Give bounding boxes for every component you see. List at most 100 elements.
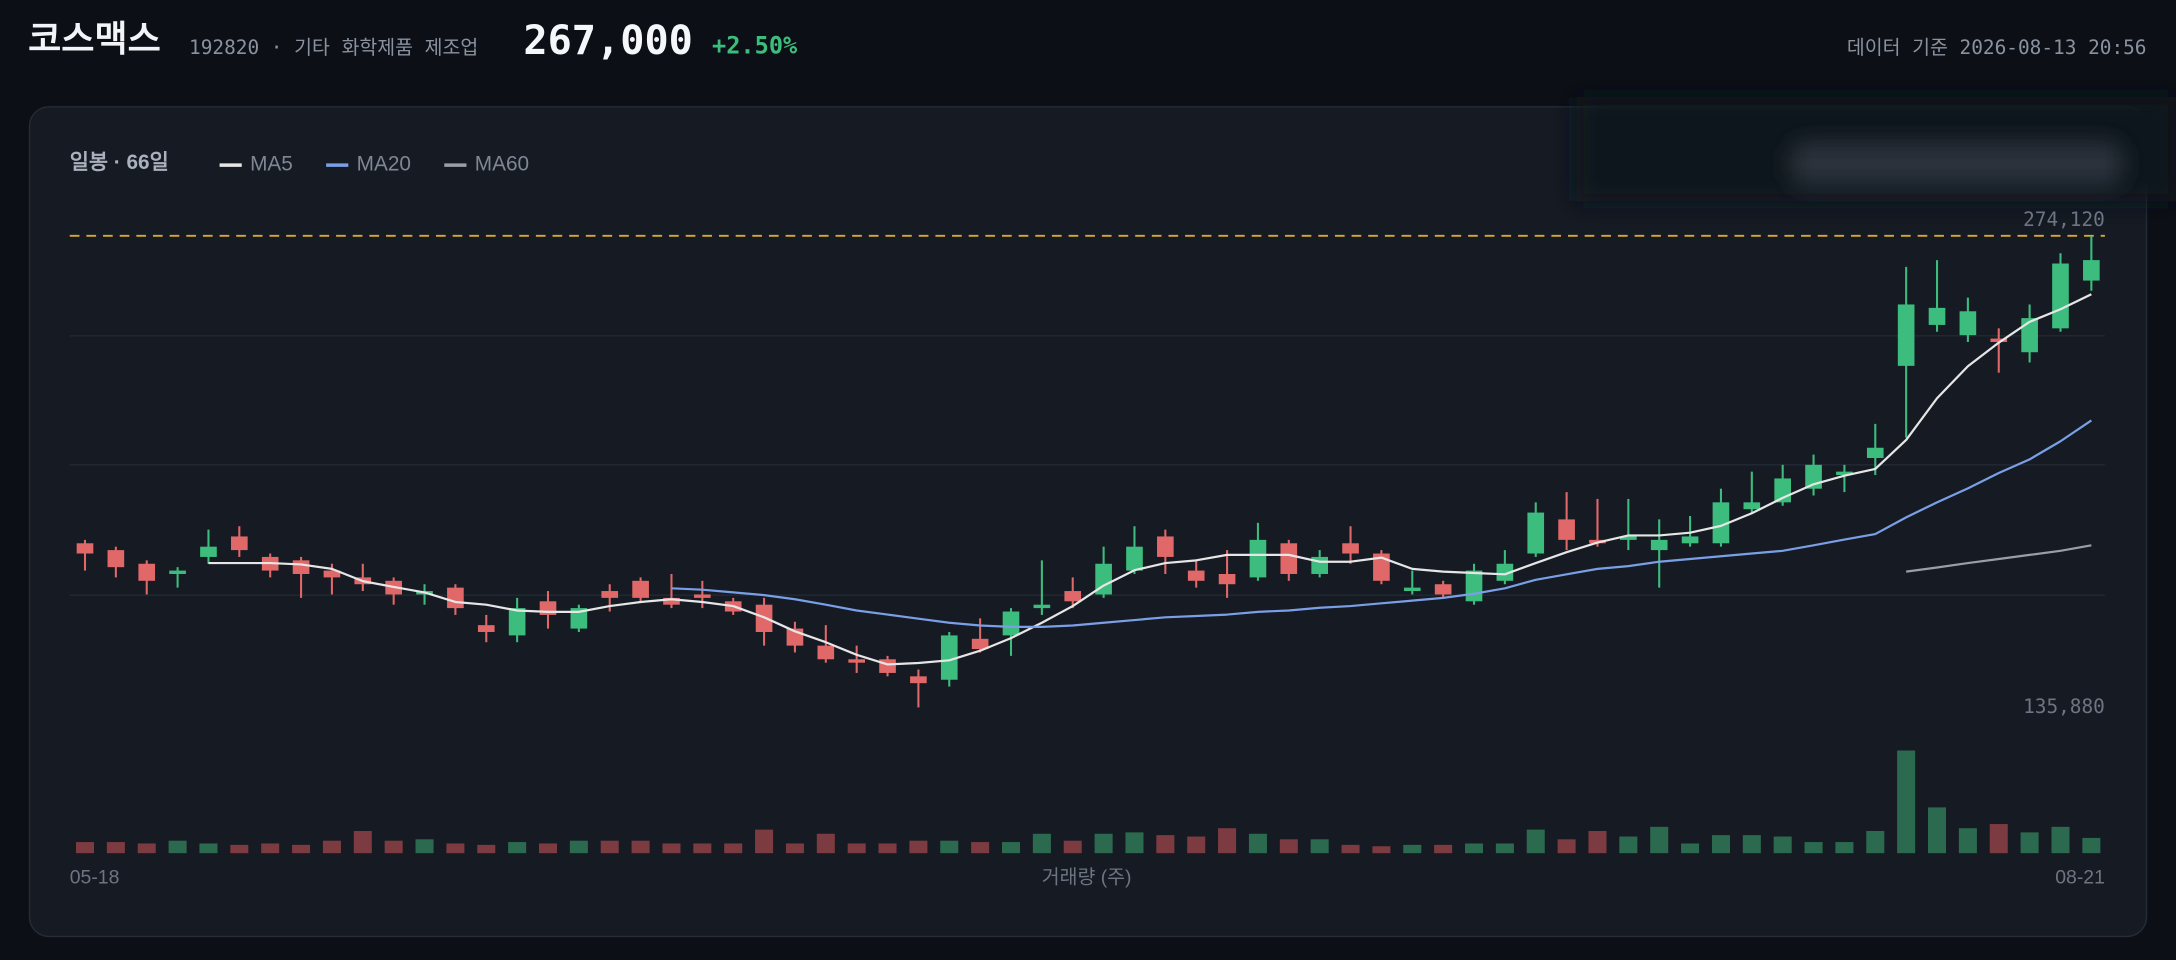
legend-label: MA60: [475, 153, 529, 176]
candle-body: [2052, 263, 2069, 329]
stock-subtitle: 192820 · 기타 화학제품 제조업: [189, 36, 478, 59]
volume-bar: [693, 843, 712, 854]
volume-bar: [1495, 843, 1514, 854]
volume-bar: [137, 843, 156, 854]
volume-bar: [1372, 846, 1391, 854]
volume-bar: [384, 840, 403, 854]
volume-bar: [569, 840, 588, 854]
candle-body: [1157, 536, 1174, 557]
candle-body: [601, 591, 619, 598]
volume-bar: [1434, 844, 1453, 854]
chart-title: 일봉 · 66일: [70, 151, 169, 174]
candle-body: [971, 638, 989, 650]
volume-bar: [971, 842, 990, 854]
volume-bar: [446, 843, 465, 854]
volume-bar: [1032, 833, 1051, 854]
candle-body: [138, 563, 156, 581]
volume-bar: [1588, 830, 1607, 854]
candle-body: [447, 587, 464, 609]
candle-body: [1990, 338, 2008, 342]
candle-body: [1681, 536, 1699, 544]
candle-body: [910, 676, 927, 684]
candle-body: [1650, 539, 1668, 551]
legend-label: MA20: [357, 153, 411, 176]
candle-body: [1496, 563, 1514, 581]
volume-bar: [600, 840, 619, 854]
volume-bar: [1928, 807, 1947, 854]
volume-bar: [755, 829, 774, 854]
chart-panel: [28, 106, 2148, 938]
candle-body: [1897, 304, 1915, 366]
volume-bar: [1681, 843, 1700, 854]
volume-bar: [1619, 836, 1638, 854]
volume-bar: [2020, 832, 2039, 854]
candle-body: [1558, 519, 1575, 540]
volume-bar: [724, 843, 743, 854]
ma-line: [671, 419, 2092, 628]
legend-label: MA5: [250, 153, 293, 176]
change: +2.50%: [712, 32, 798, 60]
candle-body: [1187, 570, 1205, 581]
candle-body: [1928, 307, 1946, 325]
volume-bar: [508, 842, 527, 854]
blurred-tooltip: [1789, 141, 2123, 186]
candle-body: [1280, 543, 1298, 574]
candle-body: [1743, 502, 1761, 510]
volume-bar: [816, 833, 835, 854]
volume-bar: [261, 843, 280, 854]
candle-body: [1434, 584, 1452, 595]
candle-body: [1527, 512, 1545, 554]
timestamp: 데이터 기준 2026-08-13 20:56: [1847, 36, 2147, 59]
volume-bar: [477, 844, 496, 854]
candle-body: [1342, 543, 1359, 554]
volume-bar: [1125, 832, 1144, 854]
volume-bar: [1279, 839, 1298, 854]
x-tick-label: 05-18: [70, 866, 120, 888]
candle-body: [1373, 553, 1390, 581]
volume-label: 거래량 (주): [1042, 866, 1132, 888]
plot: MA5 MA20 MA60 274,120 135,880 05-18 08-21 거래량 (…: [70, 153, 2105, 889]
candle-body: [879, 659, 896, 673]
volume-bar: [1742, 835, 1761, 854]
candle-body: [940, 635, 958, 680]
volume-bar: [1835, 842, 1854, 854]
candle-body: [1249, 539, 1267, 578]
candle-body: [1033, 604, 1051, 609]
candle-body: [1126, 546, 1143, 571]
ma-line: [208, 293, 2092, 666]
candle-body: [1095, 563, 1112, 595]
volume-bar: [1804, 842, 1823, 854]
candle-body: [1403, 587, 1421, 592]
candle-body: [508, 608, 526, 636]
volume-bar: [909, 840, 928, 854]
volume-bar: [415, 839, 434, 854]
candle-body: [1002, 611, 1020, 636]
volume-bar: [1650, 826, 1669, 854]
candle-body: [848, 659, 865, 663]
volume-bar: [1773, 836, 1792, 854]
candle-body: [663, 597, 680, 605]
candle-body: [1959, 311, 1977, 336]
candle-body: [477, 625, 495, 632]
candle-body: [2021, 318, 2038, 353]
volume-bar: [847, 843, 866, 854]
volume-bar: [1711, 835, 1730, 854]
volume-bar: [2082, 837, 2101, 854]
candle-body: [694, 594, 711, 598]
volume-bar: [199, 843, 218, 854]
volume-bar: [662, 843, 681, 854]
volume-bar: [75, 842, 95, 854]
volume-bar: [878, 843, 897, 854]
candle-body: [1064, 591, 1082, 602]
candle-body: [231, 536, 248, 551]
volume-bar: [1187, 836, 1206, 854]
volume-bar: [1218, 828, 1237, 854]
volume-bar: [1897, 750, 1916, 854]
volume-bar: [1341, 844, 1360, 854]
volume-bar: [1403, 844, 1422, 854]
volume-bar: [1094, 833, 1113, 854]
price: 267,000: [523, 18, 692, 64]
low-label: 135,880: [2023, 695, 2105, 718]
